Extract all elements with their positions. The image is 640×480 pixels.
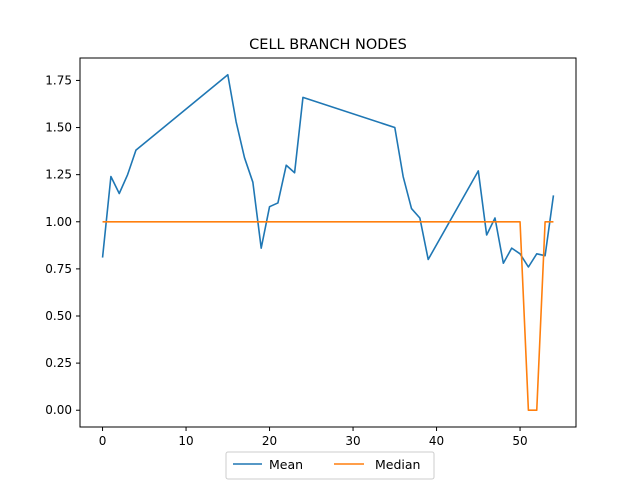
legend-box: [225, 451, 435, 480]
legend: Mean Median: [225, 451, 435, 480]
y-tick-label: 1.75: [45, 73, 72, 87]
x-tick-label: 0: [99, 434, 107, 448]
x-tick-label: 10: [178, 434, 193, 448]
legend-mean-label: Mean: [269, 457, 303, 472]
x-axis: 0 10 20 30 40 50: [99, 427, 528, 448]
x-tick-label: 30: [345, 434, 360, 448]
x-tick-label: 40: [429, 434, 444, 448]
y-tick-label: 1.50: [45, 121, 72, 135]
x-tick-label: 50: [512, 434, 527, 448]
y-tick-label: 0.50: [45, 309, 72, 323]
y-tick-label: 0.00: [45, 403, 72, 417]
y-tick-label: 1.00: [45, 215, 72, 229]
series-line-mean: [101, 73, 555, 268]
series-line-median: [102, 220, 554, 412]
axes-frame: [79, 57, 577, 428]
y-axis: 0.00 0.25 0.50 0.75 1.00 1.25 1.50 1.75: [45, 73, 80, 417]
y-tick-label: 1.25: [45, 168, 72, 182]
plot-area: [101, 73, 555, 412]
legend-median-label: Median: [375, 457, 420, 472]
y-tick-label: 0.25: [45, 356, 72, 370]
x-tick-label: 20: [262, 434, 277, 448]
chart-title: CELL BRANCH NODES: [249, 37, 407, 53]
y-tick-label: 0.75: [45, 262, 72, 276]
